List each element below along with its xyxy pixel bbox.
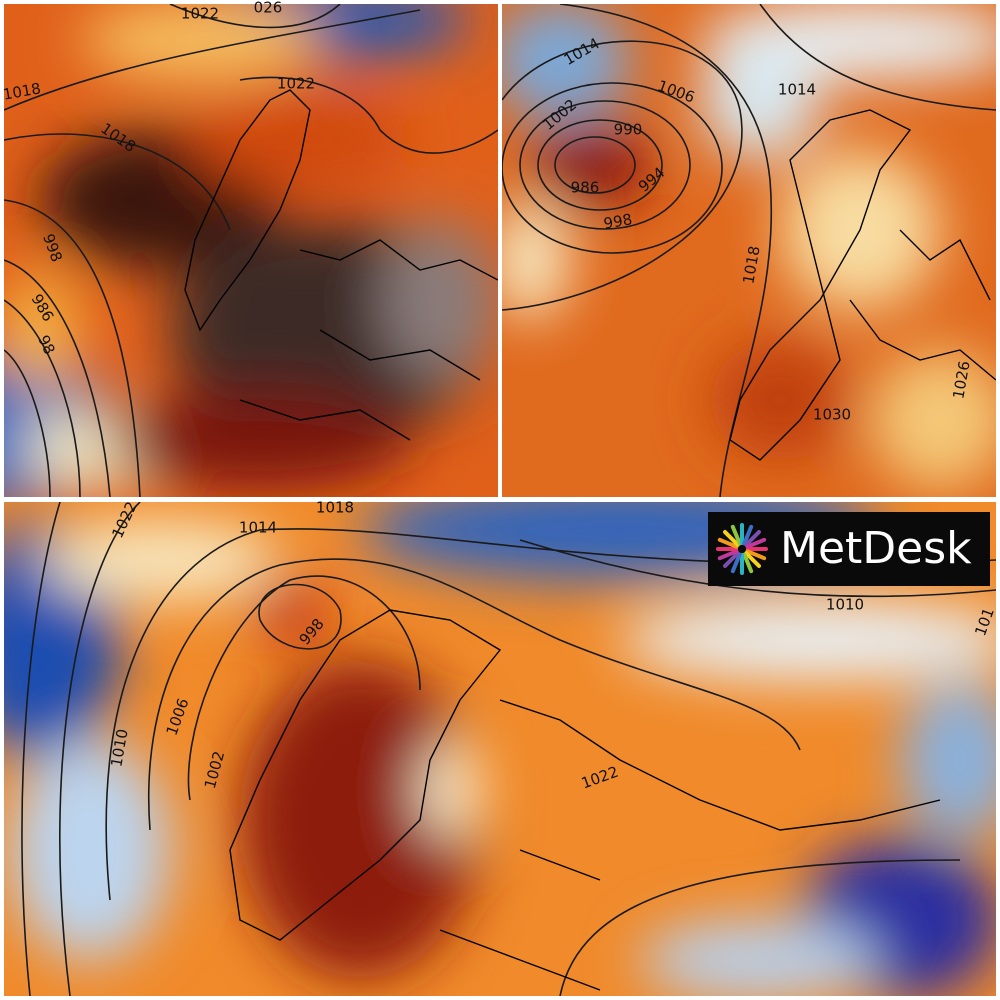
map-panel — [4, 4, 498, 497]
map-panel — [4, 502, 996, 996]
isobar-label: 986 — [571, 179, 600, 197]
isobar-label: 026 — [254, 0, 283, 17]
logo-ray — [744, 551, 761, 568]
isobar-label: 998 — [602, 210, 633, 233]
isobar-label: 990 — [614, 121, 643, 139]
logo-ray — [723, 551, 740, 568]
logo-ray — [730, 524, 742, 546]
logo-ray — [717, 549, 739, 561]
isobar-label: 1022 — [277, 75, 315, 93]
isobar-label: 1030 — [813, 406, 851, 424]
logo-ray — [723, 530, 740, 547]
logo-ray — [745, 537, 767, 549]
map-panel — [502, 4, 996, 497]
isobar-label: 1014 — [239, 519, 277, 537]
isobar-label: 1014 — [778, 81, 816, 99]
logo-ray — [717, 537, 739, 549]
logo-ray — [745, 549, 767, 561]
logo-ray — [742, 524, 754, 546]
logo-text: MetDesk — [780, 523, 972, 574]
isobar-label: 1018 — [316, 499, 354, 517]
logo-ray — [742, 552, 754, 574]
logo-ray — [744, 530, 761, 547]
isobar-label: 1022 — [181, 5, 219, 23]
isobar-label: 1010 — [826, 596, 864, 614]
logo: MetDesk — [708, 512, 990, 586]
logo-ray — [730, 552, 742, 574]
